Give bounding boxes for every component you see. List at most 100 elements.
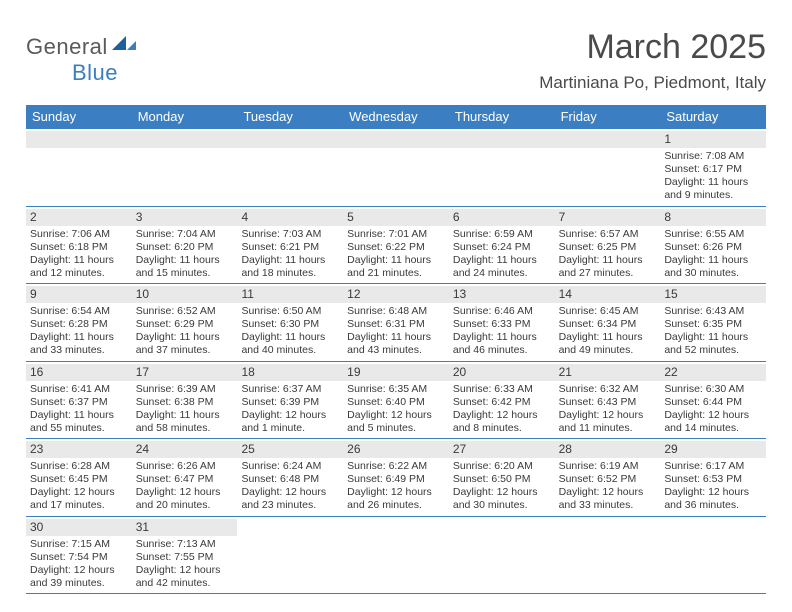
- sunset-line: Sunset: 6:22 PM: [347, 241, 445, 254]
- sunrise-line: Sunrise: 6:32 AM: [559, 383, 657, 396]
- day-cell: 31Sunrise: 7:13 AMSunset: 7:55 PMDayligh…: [132, 517, 238, 594]
- sunrise-line: Sunrise: 6:17 AM: [664, 460, 762, 473]
- day-number: 15: [660, 286, 766, 303]
- daylight-line: Daylight: 12 hours and 1 minute.: [241, 409, 339, 435]
- day-number: 23: [26, 441, 132, 458]
- sunrise-line: Sunrise: 6:57 AM: [559, 228, 657, 241]
- weekday-header-row: SundayMondayTuesdayWednesdayThursdayFrid…: [26, 105, 766, 129]
- calendar-grid: SundayMondayTuesdayWednesdayThursdayFrid…: [26, 105, 766, 594]
- day-cell: 28Sunrise: 6:19 AMSunset: 6:52 PMDayligh…: [555, 439, 661, 516]
- daylight-line: Daylight: 11 hours and 27 minutes.: [559, 254, 657, 280]
- day-number: 5: [343, 209, 449, 226]
- sunrise-line: Sunrise: 6:37 AM: [241, 383, 339, 396]
- sunset-line: Sunset: 6:35 PM: [664, 318, 762, 331]
- sunset-line: Sunset: 7:54 PM: [30, 551, 128, 564]
- sunset-line: Sunset: 7:55 PM: [136, 551, 234, 564]
- day-cell: 7Sunrise: 6:57 AMSunset: 6:25 PMDaylight…: [555, 207, 661, 284]
- daylight-line: Daylight: 12 hours and 11 minutes.: [559, 409, 657, 435]
- daylight-line: Daylight: 12 hours and 39 minutes.: [30, 564, 128, 590]
- blank-daynum-strip: [555, 131, 661, 148]
- day-cell: 8 Sunrise: 6:55 AMSunset: 6:26 PMDaylight…: [660, 207, 766, 284]
- sunset-line: Sunset: 6:45 PM: [30, 473, 128, 486]
- daylight-line: Daylight: 12 hours and 33 minutes.: [559, 486, 657, 512]
- sunrise-line: Sunrise: 7:03 AM: [241, 228, 339, 241]
- day-cell: 30 Sunrise: 7:15 AMSunset: 7:54 PMDayligh…: [26, 517, 132, 594]
- day-number: 19: [343, 364, 449, 381]
- day-cell: 18 Sunrise: 6:37 AMSunset: 6:39 PMDayligh…: [237, 362, 343, 439]
- week-row: 23 Sunrise: 6:28 AMSunset: 6:45 PM Dayligh…: [26, 439, 766, 517]
- day-number: 18: [237, 364, 343, 381]
- weeks-container: 1Sunrise: 7:08 AMSunset: 6:17 PMDaylight…: [26, 129, 766, 594]
- empty-day-cell: [237, 129, 343, 206]
- day-cell: 26Sunrise: 6:22 AMSunset: 6:49 PMDayligh…: [343, 439, 449, 516]
- sunrise-line: Sunrise: 6:55 AM: [664, 228, 762, 241]
- sunset-line: Sunset: 6:44 PM: [664, 396, 762, 409]
- sunrise-line: Sunrise: 6:28 AM: [30, 460, 128, 473]
- day-number: 12: [343, 286, 449, 303]
- daylight-line: Daylight: 12 hours and 26 minutes.: [347, 486, 445, 512]
- sunset-line: Sunset: 6:24 PM: [453, 241, 551, 254]
- day-number: 8: [660, 209, 766, 226]
- daylight-line: Daylight: 11 hours and 40 minutes.: [241, 331, 339, 357]
- day-cell: 20Sunrise: 6:33 AMSunset: 6:42 PMDayligh…: [449, 362, 555, 439]
- day-number: 1: [660, 131, 766, 148]
- sunset-line: Sunset: 6:26 PM: [664, 241, 762, 254]
- location-subtitle: Martiniana Po, Piedmont, Italy: [539, 73, 766, 93]
- day-number: 29: [660, 441, 766, 458]
- empty-day-cell: [343, 517, 449, 594]
- day-cell: 4Sunrise: 7:03 AMSunset: 6:21 PMDaylight…: [237, 207, 343, 284]
- day-number: 24: [132, 441, 238, 458]
- sunrise-line: Sunrise: 6:24 AM: [241, 460, 339, 473]
- blank-daynum-strip: [132, 131, 238, 148]
- logo-word-general: General: [26, 34, 108, 59]
- daylight-line: Daylight: 12 hours and 20 minutes.: [136, 486, 234, 512]
- day-cell: 27Sunrise: 6:20 AMSunset: 6:50 PMDayligh…: [449, 439, 555, 516]
- daylight-line: Daylight: 12 hours and 23 minutes.: [241, 486, 339, 512]
- weekday-header-cell: Tuesday: [237, 105, 343, 129]
- weekday-header-cell: Thursday: [449, 105, 555, 129]
- day-number: 17: [132, 364, 238, 381]
- day-number: 26: [343, 441, 449, 458]
- day-cell: 25Sunrise: 6:24 AMSunset: 6:48 PMDayligh…: [237, 439, 343, 516]
- sunset-line: Sunset: 6:43 PM: [559, 396, 657, 409]
- week-row: 1Sunrise: 7:08 AMSunset: 6:17 PMDaylight…: [26, 129, 766, 207]
- sunrise-line: Sunrise: 6:20 AM: [453, 460, 551, 473]
- blank-daynum-strip: [237, 131, 343, 148]
- day-number: 6: [449, 209, 555, 226]
- sunrise-line: Sunrise: 6:33 AM: [453, 383, 551, 396]
- logo-flag-icon: [112, 34, 136, 60]
- weekday-header-cell: Monday: [132, 105, 238, 129]
- day-number: 30: [26, 519, 132, 536]
- empty-day-cell: [26, 129, 132, 206]
- empty-day-cell: [555, 129, 661, 206]
- day-number: 4: [237, 209, 343, 226]
- sunset-line: Sunset: 6:50 PM: [453, 473, 551, 486]
- empty-day-cell: [132, 129, 238, 206]
- day-number: 13: [449, 286, 555, 303]
- sunrise-line: Sunrise: 6:48 AM: [347, 305, 445, 318]
- logo: GeneralBlue: [26, 34, 136, 86]
- daylight-line: Daylight: 12 hours and 30 minutes.: [453, 486, 551, 512]
- sunset-line: Sunset: 6:34 PM: [559, 318, 657, 331]
- sunset-line: Sunset: 6:18 PM: [30, 241, 128, 254]
- sunset-line: Sunset: 6:39 PM: [241, 396, 339, 409]
- logo-word-blue: Blue: [72, 60, 118, 85]
- sunrise-line: Sunrise: 7:15 AM: [30, 538, 128, 551]
- day-number: 21: [555, 364, 661, 381]
- sunset-line: Sunset: 6:47 PM: [136, 473, 234, 486]
- daylight-line: Daylight: 11 hours and 30 minutes.: [664, 254, 762, 280]
- sunrise-line: Sunrise: 6:30 AM: [664, 383, 762, 396]
- sunrise-line: Sunrise: 7:08 AM: [664, 150, 762, 163]
- day-cell: 21 Sunrise: 6:32 AMSunset: 6:43 PMDayligh…: [555, 362, 661, 439]
- day-cell: 6Sunrise: 6:59 AMSunset: 6:24 PMDaylight…: [449, 207, 555, 284]
- sunrise-line: Sunrise: 6:35 AM: [347, 383, 445, 396]
- sunset-line: Sunset: 6:52 PM: [559, 473, 657, 486]
- day-cell: 5Sunrise: 7:01 AMSunset: 6:22 PMDaylight…: [343, 207, 449, 284]
- day-cell: 17Sunrise: 6:39 AMSunset: 6:38 PMDayligh…: [132, 362, 238, 439]
- daylight-line: Daylight: 12 hours and 5 minutes.: [347, 409, 445, 435]
- day-number: 31: [132, 519, 238, 536]
- daylight-line: Daylight: 12 hours and 14 minutes.: [664, 409, 762, 435]
- week-row: 16Sunrise: 6:41 AMSunset: 6:37 PMDayligh…: [26, 362, 766, 440]
- week-row: 9Sunrise: 6:54 AMSunset: 6:28 PMDaylight…: [26, 284, 766, 362]
- sunset-line: Sunset: 6:29 PM: [136, 318, 234, 331]
